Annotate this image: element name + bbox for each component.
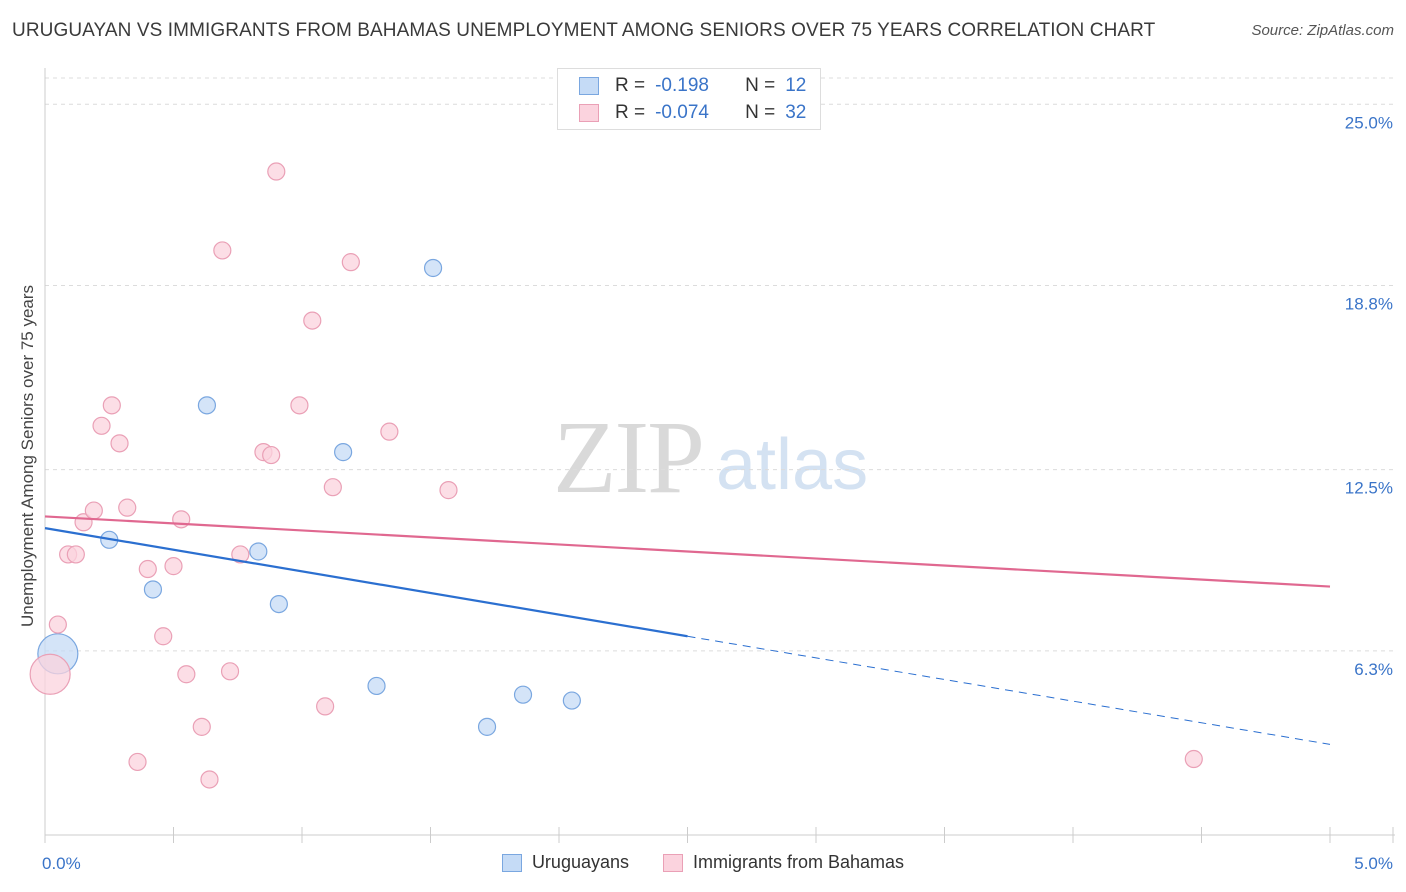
r-label: R = [615, 75, 646, 96]
bahamas-point [128, 752, 147, 772]
bahamas-point [66, 545, 85, 564]
bahamas-point [110, 434, 129, 453]
bahamas-point [154, 627, 173, 646]
uruguayans-point [562, 691, 581, 710]
r-label: R = [615, 102, 646, 123]
stats-box [557, 68, 821, 130]
legend-label-bahamas: Immigrants from Bahamas [693, 852, 905, 872]
stats-row-bahamas: R = -0.074 N = 32 [579, 100, 806, 126]
bahamas-point [92, 416, 111, 435]
bahamas-point [164, 557, 183, 576]
x-tick-label-min: 0.0% [42, 854, 81, 873]
stats-swatch-uruguayans [579, 77, 599, 95]
uruguayans-point [423, 258, 443, 278]
n-label: N = [745, 102, 776, 123]
legend-item-uruguayans: Uruguayans [501, 852, 629, 873]
y-tick-label: 18.8% [1345, 295, 1393, 314]
bahamas-point [48, 615, 67, 634]
uruguayans-point [249, 542, 268, 561]
r-value: -0.198 [655, 75, 709, 96]
bahamas-point [231, 545, 250, 564]
legend-item-bahamas: Immigrants from Bahamas [663, 852, 904, 873]
bahamas-point [102, 396, 121, 415]
bahamas-point [303, 311, 322, 330]
uruguayans-point [367, 676, 386, 696]
bahamas-point [220, 662, 240, 681]
bahamas-point [439, 481, 458, 500]
bahamas-point [200, 770, 219, 789]
x-tick-label-max: 5.0% [1354, 854, 1393, 873]
n-value: 32 [785, 102, 807, 123]
watermark-zip: ZIP [553, 400, 705, 515]
stats-row-uruguayans: R = -0.198 N = 12 [579, 73, 806, 99]
bahamas-point [172, 510, 191, 529]
source-label: Source: ZipAtlas.com [1251, 22, 1394, 39]
bahamas-point [1184, 749, 1203, 769]
bahamas-point [316, 697, 335, 716]
legend-swatch-uruguayans [501, 853, 522, 872]
bahamas-point [192, 717, 211, 736]
legend: Uruguayans Immigrants from Bahamas [0, 852, 1406, 873]
uruguayans-trendline-extrapolated [687, 635, 1331, 745]
bahamas-point [290, 396, 309, 415]
uruguayans-point [513, 685, 533, 704]
uruguayans-point [269, 595, 288, 614]
chart-title: URUGUAYAN VS IMMIGRANTS FROM BAHAMAS UNE… [12, 20, 1156, 41]
legend-swatch-bahamas [663, 853, 683, 872]
bahamas-point [213, 241, 232, 260]
uruguayans-point [197, 396, 217, 415]
bahamas-trendline [44, 515, 1331, 588]
stats-swatch-bahamas [579, 104, 599, 122]
y-tick-label: 25.0% [1345, 113, 1393, 132]
bahamas-point [323, 478, 342, 497]
watermark-atlas: atlas [716, 425, 869, 505]
bahamas-point [267, 162, 286, 181]
legend-label-uruguayans: Uruguayans [531, 852, 629, 872]
uruguayans-point [334, 443, 353, 462]
y-tick-label: 6.3% [1354, 660, 1393, 679]
n-label: N = [745, 75, 776, 96]
bahamas-point [380, 422, 399, 441]
bahamas-point [262, 445, 281, 465]
y-tick-label: 12.5% [1345, 479, 1393, 498]
uruguayans-point [477, 717, 497, 736]
bahamas-point [84, 501, 103, 520]
bahamas-point [29, 653, 71, 695]
r-value: -0.074 [655, 102, 709, 123]
y-axis-label: Unemployment Among Seniors over 75 years [18, 284, 37, 628]
uruguayans-trendline [44, 527, 688, 638]
bahamas-point [118, 498, 137, 517]
n-value: 12 [785, 75, 807, 96]
bahamas-point [138, 559, 157, 579]
uruguayans-point [143, 580, 163, 599]
bahamas-point [341, 253, 360, 272]
bahamas-point [177, 665, 196, 684]
